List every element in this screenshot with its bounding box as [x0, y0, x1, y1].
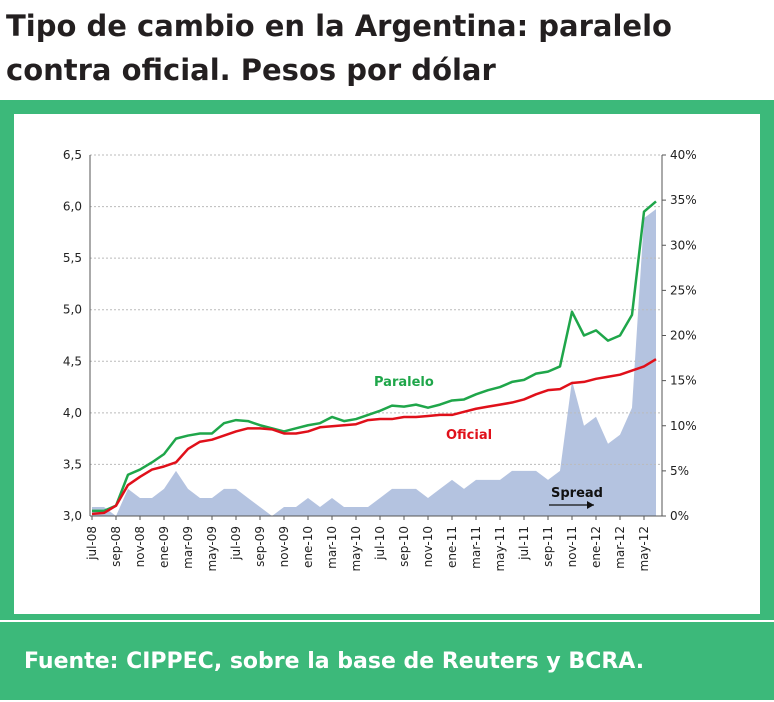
x-tick-label: sep-08: [109, 526, 123, 567]
y-tick-label: 4,5: [63, 354, 82, 368]
y-tick-label: 3,5: [63, 457, 82, 471]
x-tick-label: sep-11: [541, 526, 555, 567]
series-label: Spread: [551, 486, 603, 501]
x-tick-label: may-09: [205, 526, 219, 572]
y2-tick-label: 0%: [670, 509, 689, 523]
x-tick-label: sep-10: [397, 526, 411, 567]
x-tick-label: nov-09: [277, 526, 291, 567]
x-tick-label: nov-10: [421, 526, 435, 567]
y-tick-label: 3,0: [63, 509, 82, 523]
x-tick-label: may-11: [493, 526, 507, 572]
line-0: [92, 200, 657, 513]
x-tick-label: mar-09: [181, 526, 195, 569]
y-tick-label: 5,5: [63, 251, 82, 265]
y2-tick-label: 15%: [670, 374, 697, 388]
series-label: Oficial: [446, 428, 492, 443]
y2-tick-label: 20%: [670, 329, 697, 343]
x-tick-label: jul-08: [85, 526, 99, 561]
spread-area: [92, 209, 656, 516]
y2-tick-label: 25%: [670, 283, 697, 297]
x-tick-label: mar-12: [613, 526, 627, 569]
y-tick-label: 6,0: [63, 200, 82, 214]
x-tick-label: jul-09: [229, 526, 243, 561]
x-tick-label: nov-11: [565, 526, 579, 567]
x-tick-label: jul-11: [517, 526, 531, 561]
x-tick-label: ene-12: [589, 526, 603, 568]
title: Tipo de cambio en la Argentina: paralelo…: [6, 9, 672, 87]
y-tick-label: 5,0: [63, 303, 82, 317]
y2-tick-label: 10%: [670, 419, 697, 433]
line-1: [91, 358, 657, 516]
y2-tick-label: 5%: [670, 464, 689, 478]
y-tick-label: 6,5: [63, 148, 82, 162]
source: Fuente: CIPPEC, sobre la base de Reuters…: [0, 620, 774, 700]
y2-tick-label: 40%: [670, 148, 697, 162]
x-tick-label: nov-08: [133, 526, 147, 567]
x-tick-label: ene-09: [157, 526, 171, 568]
x-tick-label: ene-10: [301, 526, 315, 568]
chart: 3,0 3,5 4,0 4,5 5,0 5,5 6,0 6,5 0% 5% 10% 15% 20% 25%…: [14, 114, 760, 614]
x-tick-label: ene-11: [445, 526, 459, 568]
x-tick-label: mar-11: [469, 526, 483, 569]
y-tick-label: 4,0: [63, 406, 82, 420]
x-tick-label: may-10: [349, 526, 363, 572]
y2-tick-label: 35%: [670, 193, 697, 207]
y2-tick-label: 30%: [670, 238, 697, 252]
x-tick-label: mar-10: [325, 526, 339, 569]
x-tick-label: jul-10: [373, 526, 387, 561]
x-tick-label: may-12: [637, 526, 651, 572]
spread-arrow-head: [587, 501, 594, 509]
x-tick-label: sep-09: [253, 526, 267, 567]
series-label: Paralelo: [374, 375, 434, 390]
